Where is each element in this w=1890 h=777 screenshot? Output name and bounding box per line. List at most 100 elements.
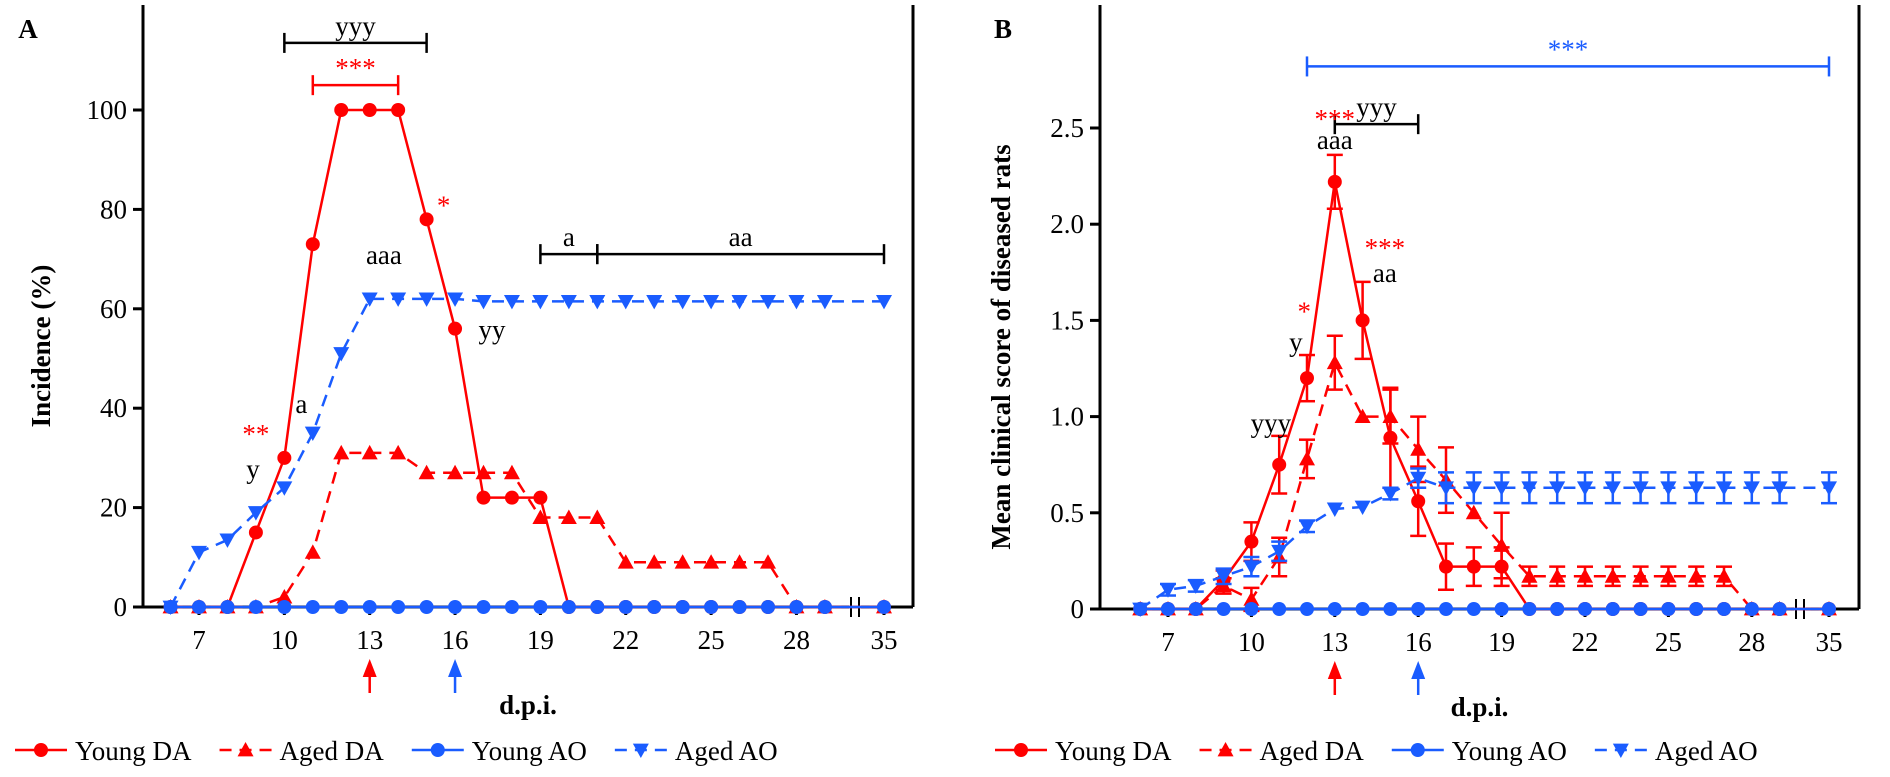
legend-label: Aged AO <box>675 736 778 766</box>
legend-label: Aged DA <box>1260 736 1365 766</box>
data-point <box>1354 500 1371 516</box>
y-tick-label: 20 <box>100 493 127 523</box>
data-point <box>1439 559 1453 574</box>
data-point <box>1327 174 1342 189</box>
x-axis-label: d.p.i. <box>1451 692 1509 722</box>
data-point <box>362 600 377 614</box>
x-tick-label: 28 <box>1738 627 1765 657</box>
data-point <box>1604 568 1621 583</box>
data-point <box>419 212 434 227</box>
data-point <box>476 490 491 505</box>
data-point <box>1716 481 1732 496</box>
data-point <box>1822 602 1836 616</box>
data-point <box>704 600 719 614</box>
data-point <box>1744 602 1759 616</box>
data-point <box>333 444 350 460</box>
data-point <box>391 103 406 117</box>
significance-annotation: *** <box>1365 233 1406 263</box>
data-point <box>560 509 577 524</box>
data-point <box>1493 537 1510 552</box>
data-point <box>533 600 548 614</box>
x-tick-label: 22 <box>1572 627 1599 657</box>
data-point <box>220 600 235 614</box>
bracket-label: *** <box>335 53 376 83</box>
data-point <box>334 600 349 614</box>
panel-b: B 0 0.5 1.0 1.5 2.0 2.5 7 10 13 16 19 22 25 28 35 d.p.i.… <box>986 5 1861 766</box>
data-point <box>1410 471 1427 487</box>
data-point <box>333 347 350 362</box>
data-point <box>248 600 263 614</box>
bracket-label: *** <box>1548 34 1589 64</box>
data-point <box>248 525 263 540</box>
data-point <box>1465 504 1482 520</box>
panel-label: A <box>18 14 38 44</box>
data-point <box>731 294 748 310</box>
x-tick-label: 16 <box>1405 627 1432 657</box>
x-tick-label: 28 <box>783 625 810 655</box>
data-point <box>1160 583 1176 598</box>
legend-marker <box>237 742 254 757</box>
data-point <box>1743 481 1760 496</box>
data-point <box>1688 568 1705 583</box>
bracket-label: yyy <box>1356 92 1397 122</box>
data-point <box>1577 568 1593 583</box>
data-point <box>1244 534 1259 549</box>
data-point <box>1660 568 1677 583</box>
data-point <box>647 600 662 614</box>
x-tick-label: 25 <box>1655 627 1682 657</box>
data-point <box>1439 602 1453 616</box>
data-point <box>447 292 464 307</box>
data-point <box>1466 602 1481 616</box>
data-point <box>674 294 691 310</box>
data-point <box>1661 602 1676 616</box>
y-tick-label: 0 <box>114 592 128 622</box>
data-point <box>1465 481 1482 496</box>
data-point <box>362 103 377 117</box>
data-point <box>419 600 434 614</box>
x-tick-label: 13 <box>1321 627 1348 657</box>
data-point <box>1243 560 1260 575</box>
x-tick-label: 19 <box>1488 627 1515 657</box>
significance-annotation: aaa <box>366 240 402 270</box>
series-young-ao <box>163 600 891 614</box>
data-point <box>789 600 804 614</box>
data-point <box>162 600 179 615</box>
data-point <box>1326 502 1343 517</box>
data-point <box>1271 544 1288 560</box>
x-tick-label: 22 <box>612 625 639 655</box>
y-tick-label: 1.5 <box>1050 305 1084 335</box>
data-point <box>674 554 691 569</box>
data-point <box>731 554 748 569</box>
series-line <box>1139 476 1829 611</box>
legend-label: Young AO <box>1452 736 1567 766</box>
data-point <box>816 294 833 310</box>
data-point <box>1604 481 1621 496</box>
x-tick-label: 16 <box>442 625 469 655</box>
data-point <box>391 600 406 614</box>
significance-annotation: yy <box>479 315 507 345</box>
data-point <box>760 294 776 310</box>
legend-marker <box>34 743 48 757</box>
legend-marker <box>1014 743 1028 757</box>
data-point <box>305 600 320 614</box>
data-point <box>646 554 663 569</box>
legend-label: Young AO <box>472 736 587 766</box>
data-point <box>1272 602 1287 616</box>
y-tick-label: 60 <box>100 294 127 324</box>
x-tick-label: 13 <box>356 625 383 655</box>
x-tick-label: 10 <box>1238 627 1265 657</box>
y-tick-label: 80 <box>100 194 127 224</box>
significance-annotation: *** <box>1315 104 1356 134</box>
legend-marker <box>1410 743 1425 757</box>
y-tick-label: 0.5 <box>1050 498 1084 528</box>
data-point <box>475 294 492 310</box>
data-point <box>447 464 464 480</box>
x-tick-label: 35 <box>1816 627 1843 657</box>
x-axis-label: d.p.i. <box>499 690 557 720</box>
data-point <box>589 509 606 524</box>
data-point <box>646 294 663 310</box>
data-point <box>1578 602 1592 616</box>
significance-annotation: a <box>295 389 307 419</box>
data-point <box>1383 602 1398 616</box>
